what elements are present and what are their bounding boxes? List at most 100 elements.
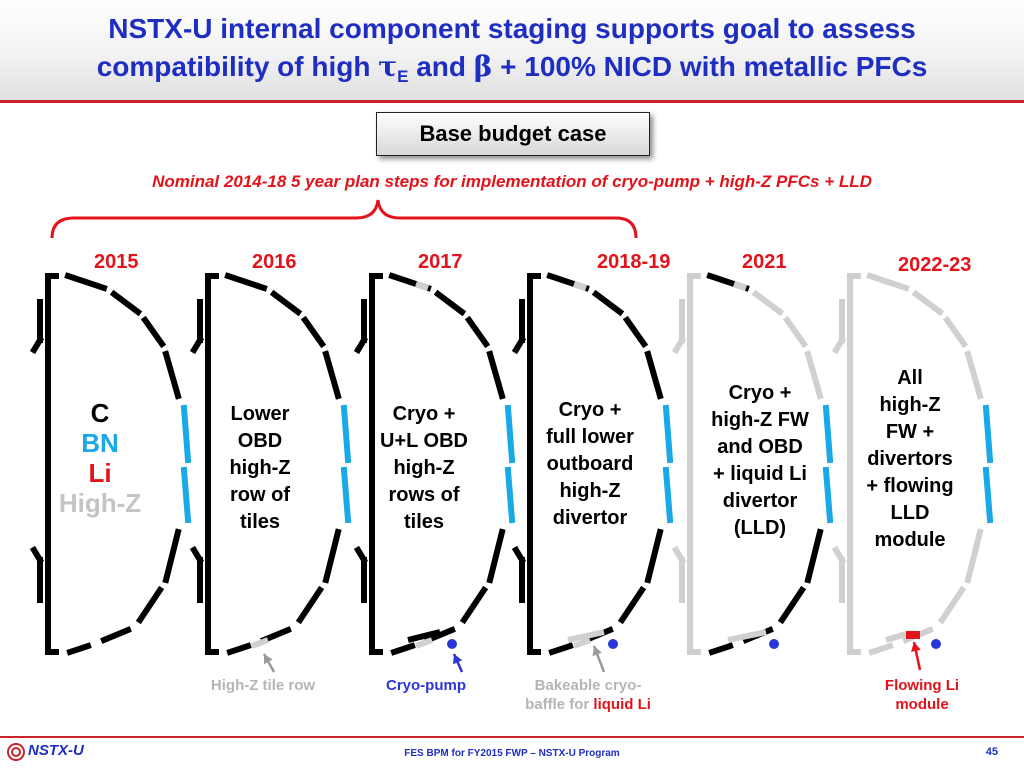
high-z-tile-row [414,637,434,649]
vessel-wall-tile [617,585,647,625]
vessel-wall-tile [322,528,342,584]
caption-flowing-li: Flowing Li module [862,676,982,714]
stage-2017-line: rows of [388,484,460,506]
title-line-2-prefix: compatibility of high [96,51,379,82]
vessel-wall-tile [100,626,132,644]
caption-liquid-li: liquid Li [593,696,651,713]
stage-2016-line: OBD [237,430,283,452]
cryo-baffle [727,629,767,643]
vessel-wall-tile [937,585,967,625]
title-band [0,0,1024,100]
cryo-pump-dot [608,639,618,649]
stage-2022-23-label: All high-Z FW + divertors + flowing LLD … [848,365,972,554]
cryo-baffle [567,629,605,643]
material-li: Li [88,458,112,488]
vessel-wall-tile [390,642,416,656]
vessel-wall-tile [911,289,945,317]
material-c: C [90,398,110,428]
stage-2018-19-line: full lower [546,426,634,448]
vessel-wall-tile [66,642,92,656]
vessel-wall-tile [982,404,994,464]
vessel-wall-tile [964,528,984,584]
vessel-wall-tile [260,626,292,644]
year-2022-23: 2022-23 [898,254,972,276]
footer-program-text: FES BPM for FY2015 FWP – NSTX-U Program [404,748,620,759]
title-line-1: NSTX-U internal component staging suppor… [108,13,916,44]
year-2016: 2016 [252,251,297,273]
year-2015: 2015 [94,251,139,273]
vessel-wall-tile [140,315,167,349]
vessel-wall-tile [29,335,45,355]
year-2017: 2017 [418,251,463,273]
vessel-wall-tile [982,466,994,524]
cryo-pump-dot [769,639,779,649]
nstx-logo-icon [7,743,25,761]
beta-symbol: β [473,50,493,83]
vessel-wall-tile [671,545,687,565]
title-line-2: compatibility of high τE and β + 100% NI… [10,48,1014,86]
vessel-wall-tile [135,585,165,625]
vessel-wall-tile [964,350,984,400]
stage-2021-line: + liquid Li [713,463,807,485]
year-2021: 2021 [742,251,787,273]
stage-2021-line: Cryo + [728,382,792,404]
vessel-wall-tile [644,350,664,400]
caption-cryo-baffle: Bakeable cryo- baffle for liquid Li [500,676,676,714]
footer-divider [0,736,1024,738]
vessel-wall-tile [822,404,834,464]
vessel-wall-tile [224,272,268,292]
cryo-baffle-arrow-head [592,646,602,657]
caption-flowing-line-2: module [895,696,949,713]
vessel-wall-tile [180,466,192,524]
vessel-wall-tile [644,528,664,584]
high-z-tile-row [250,637,270,649]
stage-2021-line: and OBD [717,436,803,458]
vessel-wall-tile [804,350,824,400]
cryo-pump-dot [931,639,941,649]
stage-2017-label: Cryo + U+L OBD high-Z rows of tiles [364,401,484,536]
slide-title: NSTX-U internal component staging suppor… [10,10,1014,86]
vessel-wall-tile [511,335,527,355]
stage-2016-label: Lower OBD high-Z row of tiles [210,401,310,536]
vessel-wall-tile [189,545,205,565]
stage-2016-line: high-Z [229,457,291,479]
vessel-wall-tile [162,528,182,584]
vessel-wall-tile [831,335,847,355]
caption-baffle-prefix: baffle for [525,696,594,713]
stage-2022-23-line: LLD [890,502,930,524]
vessel-wall-tile [226,642,252,656]
stage-2017-line: U+L OBD [380,430,468,452]
vessel-wall-tile [486,528,506,584]
stage-2022-23-line: high-Z [879,394,941,416]
vessel-wall-tile [353,545,369,565]
vessel-wall-tile [866,272,910,292]
material-bn: BN [81,428,119,458]
upper-high-z-tile [573,281,587,291]
vessel-wall-tile [782,315,809,349]
vessel-wall-tile [804,528,824,584]
cryo-pump-dot [447,639,457,649]
vessel-wall-tile [831,545,847,565]
stage-2018-19-label: Cryo + full lower outboard high-Z divert… [530,397,650,532]
caption-baffle-line-2: baffle for liquid Li [500,695,676,714]
cryo-pump-arrow-head [453,654,463,665]
vessel-wall-tile [751,289,785,317]
plan-description: Nominal 2014-18 5 year plan steps for im… [152,172,872,191]
vessel-wall-tile [459,585,489,625]
stage-2018-19-line: high-Z [559,480,621,502]
vessel-wall-tile [942,315,969,349]
stage-2021-line: divertor [722,490,798,512]
stage-2022-23-line: + flowing [866,475,954,497]
plan-bracket [50,199,638,239]
footer-logo-text: NSTX-U [28,742,84,759]
vessel-wall-tile [162,350,182,400]
caption-cryo-pump: Cryo-pump [386,677,466,694]
stage-2016-line: Lower [230,403,290,425]
vessel-wall-tile [180,404,192,464]
upper-high-z-tile [415,281,429,291]
cryo-baffle [407,629,441,643]
caption-flowing-line-1: Flowing Li [884,677,960,694]
stage-2021-line: high-Z FW [711,409,809,431]
vessel-wall-tile [622,315,649,349]
